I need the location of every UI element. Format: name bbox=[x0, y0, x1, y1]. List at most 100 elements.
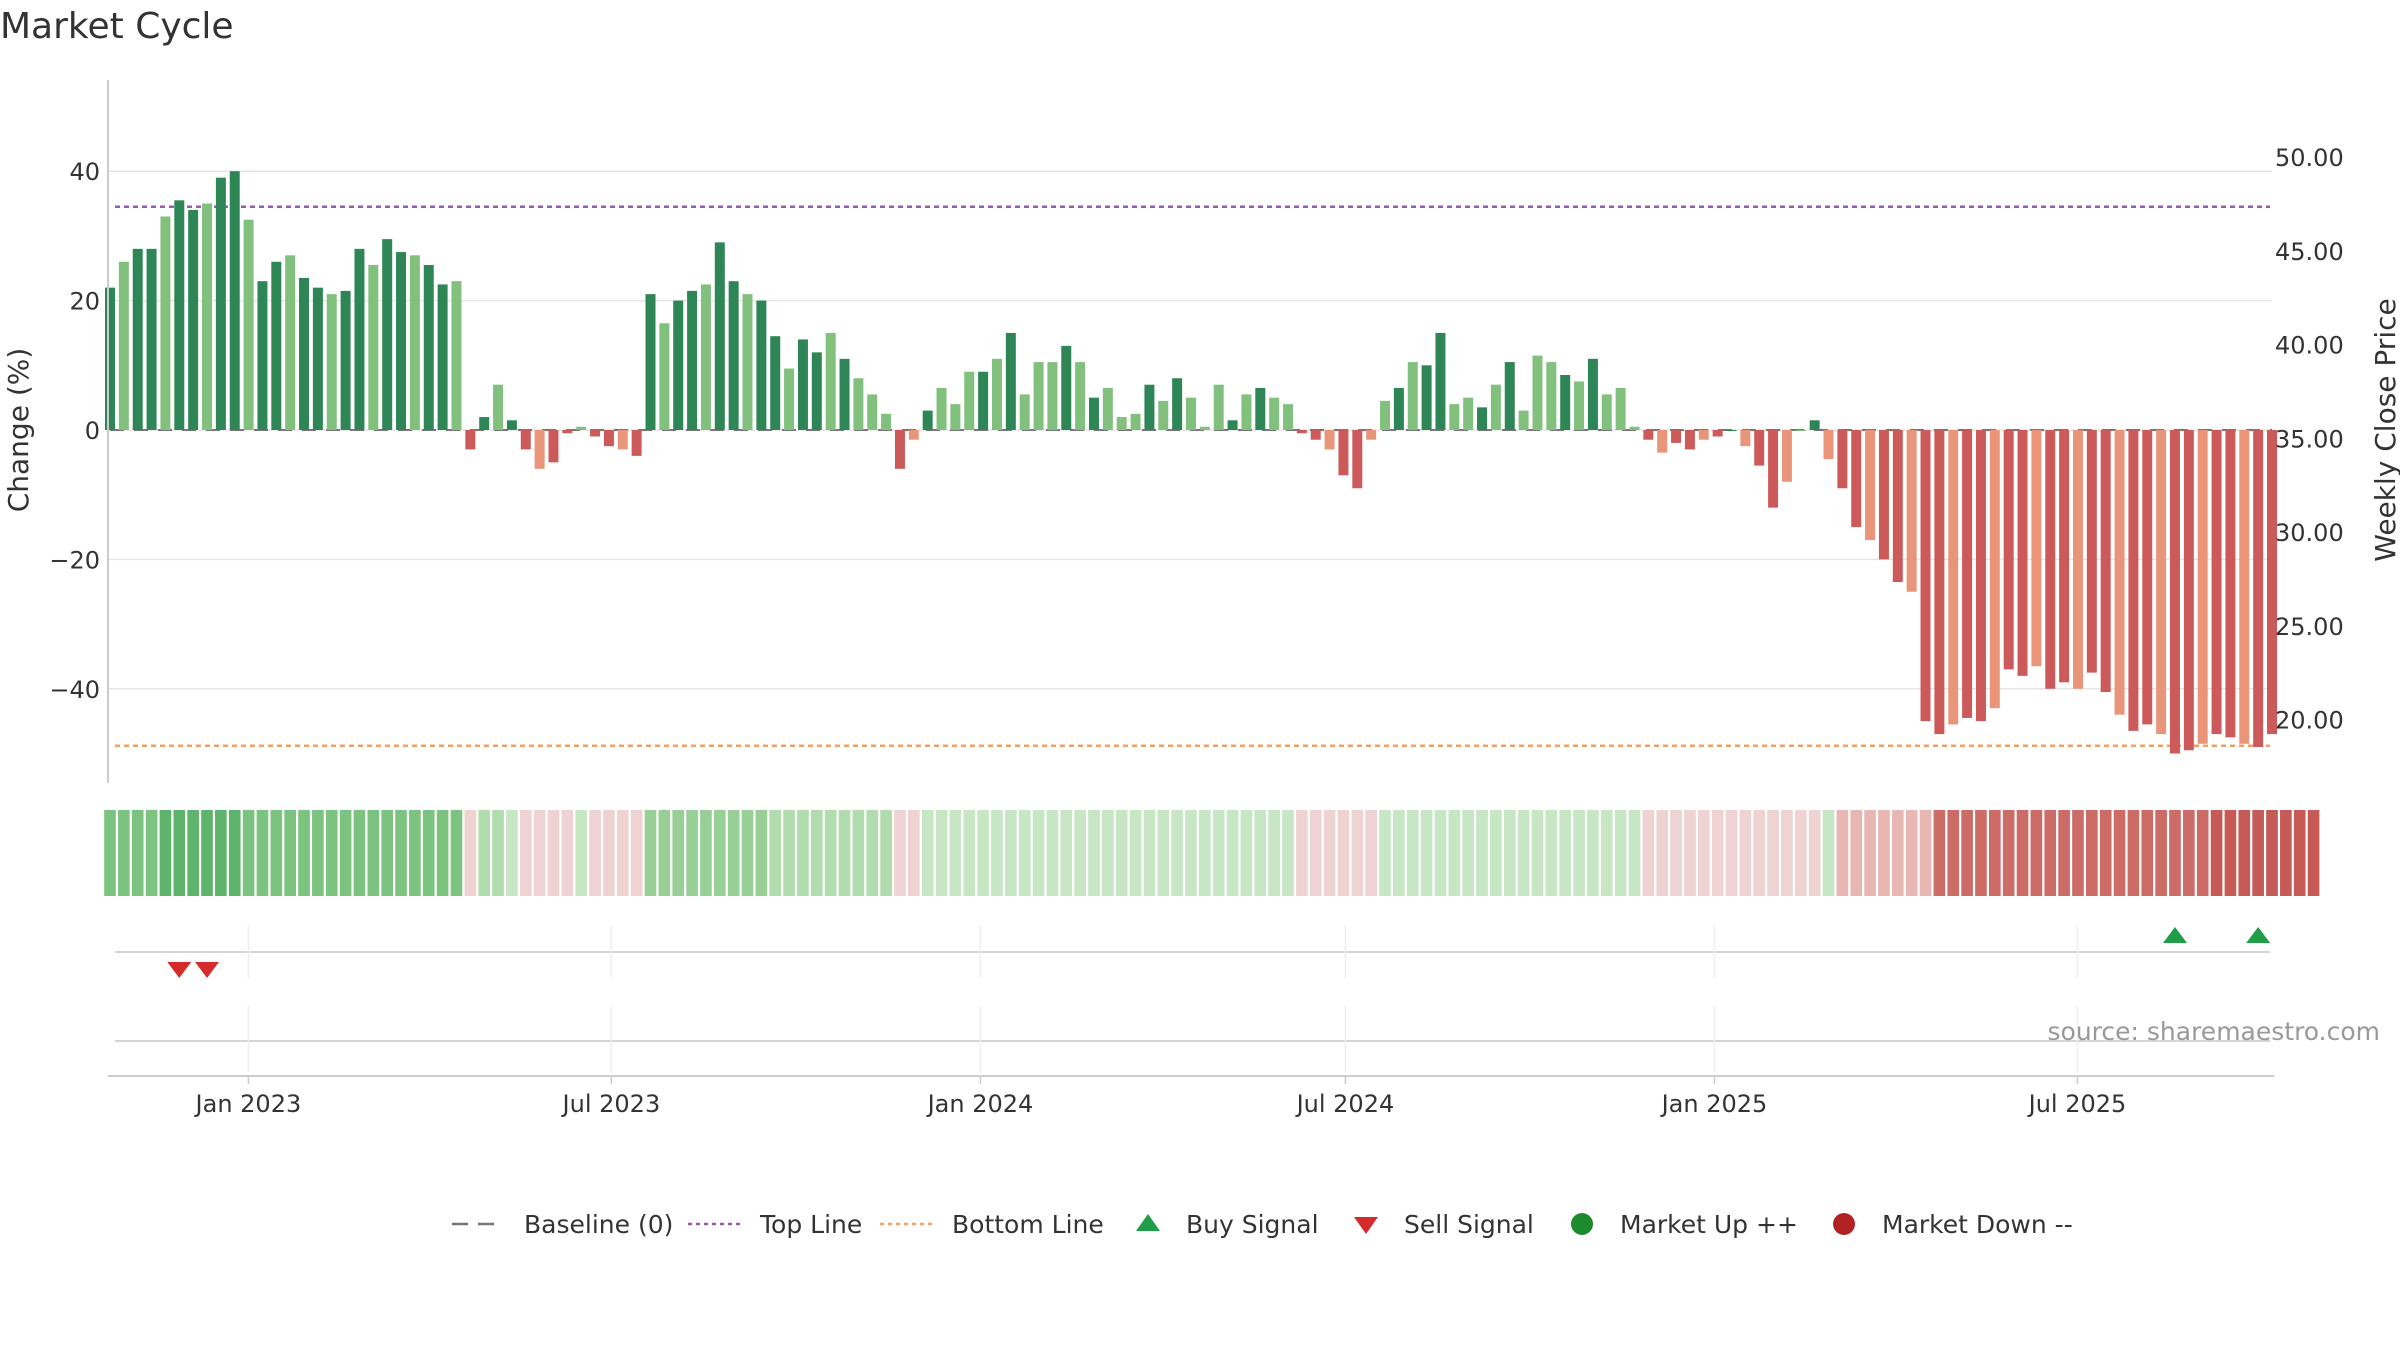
bar bbox=[1269, 397, 1280, 430]
bar bbox=[950, 404, 961, 430]
phase-cell bbox=[242, 810, 255, 896]
x-axis: Jan 2023 Jul 2023 Jan 2024 Jul 2024 Jan 2025… bbox=[108, 925, 2274, 1118]
phase-cell bbox=[1143, 810, 1156, 896]
bar bbox=[1490, 384, 1501, 430]
right-tick-label: 50.00 bbox=[2275, 144, 2344, 172]
phase-cell bbox=[228, 810, 241, 896]
phase-cell bbox=[1240, 810, 1253, 896]
phase-cell bbox=[450, 810, 463, 896]
bar bbox=[118, 261, 129, 430]
phase-cell bbox=[1462, 810, 1475, 896]
phase-cell bbox=[2293, 810, 2306, 896]
legend-label: Buy Signal bbox=[1186, 1210, 1319, 1239]
bar bbox=[1158, 400, 1169, 430]
bar bbox=[1518, 410, 1529, 430]
bar bbox=[756, 300, 767, 430]
bar bbox=[673, 300, 684, 430]
phase-cell bbox=[727, 810, 740, 896]
bar bbox=[811, 352, 822, 430]
bar bbox=[312, 287, 323, 430]
phase-cell bbox=[630, 810, 643, 896]
bar bbox=[1754, 430, 1765, 466]
bar bbox=[396, 252, 407, 430]
bar bbox=[146, 248, 157, 430]
phase-cell bbox=[741, 810, 754, 896]
phase-cell bbox=[118, 810, 130, 896]
phase-cell bbox=[1157, 810, 1170, 896]
bar bbox=[936, 387, 947, 430]
phase-cell bbox=[907, 810, 920, 896]
legend-item: Baseline (0) bbox=[452, 1210, 673, 1239]
phase-cell bbox=[1587, 810, 1599, 896]
phase-cell bbox=[672, 810, 685, 896]
bar bbox=[2003, 430, 2014, 670]
sell-signal-marker bbox=[195, 962, 220, 978]
phase-cell bbox=[353, 810, 366, 896]
bar bbox=[1407, 362, 1418, 430]
bar bbox=[2197, 430, 2208, 744]
bar bbox=[409, 255, 420, 430]
phase-cell bbox=[700, 810, 712, 896]
bar bbox=[285, 255, 296, 430]
reference-lines bbox=[110, 205, 2272, 747]
bar bbox=[1546, 362, 1557, 430]
bar bbox=[1296, 430, 1307, 434]
bar bbox=[742, 294, 753, 430]
bar bbox=[2239, 430, 2250, 744]
bar bbox=[1948, 430, 1959, 725]
phase-cell bbox=[1268, 810, 1280, 896]
x-tick-label: Jan 2024 bbox=[926, 1090, 1034, 1118]
bar bbox=[2211, 430, 2222, 735]
x-tick-label: Jul 2024 bbox=[1295, 1090, 1395, 1118]
bar bbox=[700, 284, 711, 430]
bar bbox=[1601, 394, 1612, 430]
phase-cell bbox=[1018, 810, 1031, 896]
phase-cell bbox=[1919, 810, 1932, 896]
bar bbox=[2169, 430, 2180, 754]
buy-signal-marker bbox=[2162, 927, 2187, 943]
bar bbox=[991, 358, 1002, 430]
right-axis-ticks: 50.00 45.00 40.00 35.00 30.00 25.00 20.00 bbox=[2275, 144, 2344, 735]
phase-cell bbox=[478, 810, 491, 896]
bar bbox=[1629, 426, 1640, 430]
bar bbox=[160, 216, 171, 430]
legend-label: Market Down -- bbox=[1882, 1210, 2073, 1239]
phase-cell bbox=[1102, 810, 1114, 896]
phase-cell bbox=[381, 810, 394, 896]
phase-cell bbox=[1642, 810, 1655, 896]
phase-cell bbox=[270, 810, 283, 896]
bar bbox=[1199, 426, 1210, 430]
phase-cell bbox=[312, 810, 324, 896]
phase-cell bbox=[2044, 810, 2057, 896]
bar bbox=[1684, 430, 1695, 450]
phase-cell bbox=[1933, 810, 1946, 896]
phase-cell bbox=[492, 810, 504, 896]
bar bbox=[1380, 400, 1391, 430]
bar bbox=[1477, 407, 1488, 430]
phase-cell bbox=[838, 810, 851, 896]
phase-cell bbox=[2072, 810, 2084, 896]
bar bbox=[1324, 430, 1335, 450]
phase-cell bbox=[2280, 810, 2292, 896]
phase-cell bbox=[215, 810, 227, 896]
phase-cell bbox=[1753, 810, 1766, 896]
left-tick-label: −20 bbox=[49, 546, 100, 574]
phase-cell bbox=[2030, 810, 2043, 896]
bar bbox=[1823, 430, 1834, 460]
legend-item: Sell Signal bbox=[1354, 1210, 1534, 1239]
bar bbox=[784, 368, 795, 430]
bar bbox=[1144, 384, 1155, 430]
phase-cell bbox=[533, 810, 546, 896]
phase-cell bbox=[644, 810, 657, 896]
phase-cell bbox=[1406, 810, 1419, 896]
bar bbox=[1227, 420, 1238, 430]
phase-cell bbox=[1836, 810, 1849, 896]
bar bbox=[354, 248, 365, 430]
phase-cell bbox=[1628, 810, 1641, 896]
right-tick-label: 30.00 bbox=[2275, 519, 2344, 547]
phase-cell bbox=[1961, 810, 1973, 896]
bar bbox=[1906, 430, 1917, 592]
phase-cell bbox=[2058, 810, 2070, 896]
phase-cell bbox=[852, 810, 865, 896]
phase-cell bbox=[921, 810, 934, 896]
